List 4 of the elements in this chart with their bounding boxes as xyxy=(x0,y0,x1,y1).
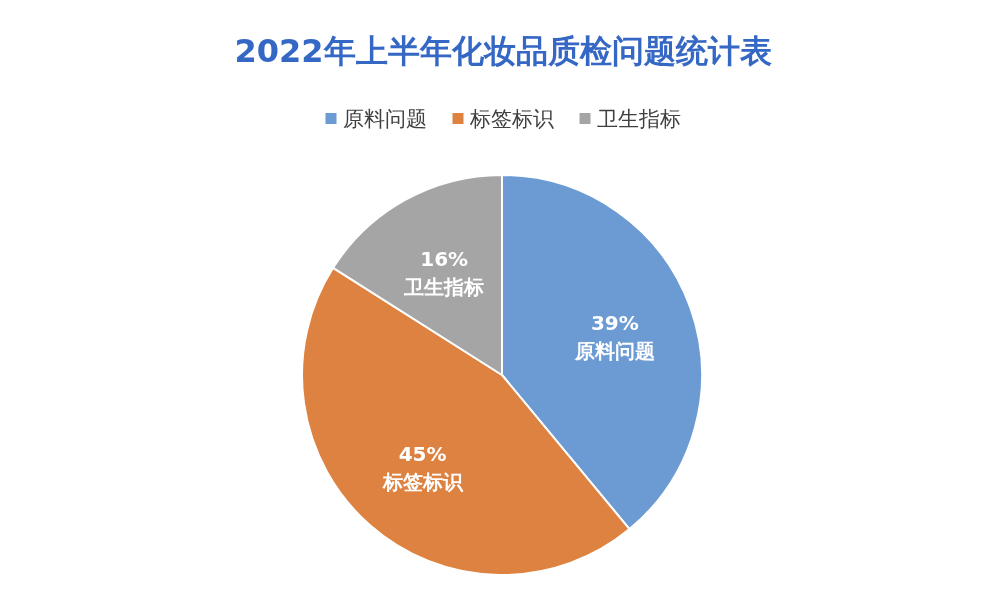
title: 2022年上半年化妆品质检问题统计表 xyxy=(234,32,772,70)
legend-label: 标签标识 xyxy=(468,107,554,131)
legend-label: 卫生指标 xyxy=(596,107,681,131)
legend-label: 原料问题 xyxy=(342,107,427,131)
